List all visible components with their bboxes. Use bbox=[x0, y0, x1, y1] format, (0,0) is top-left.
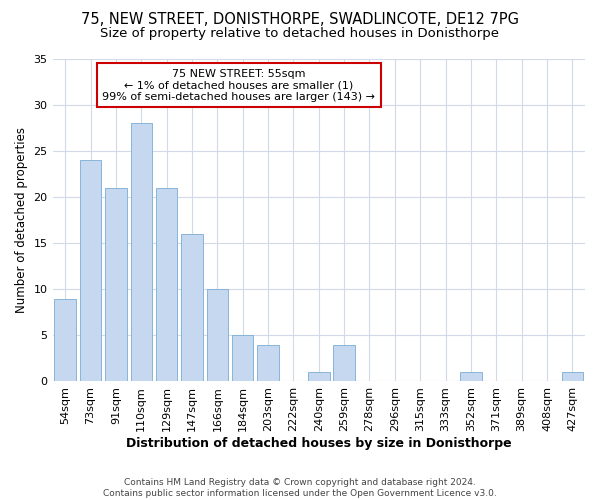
Bar bbox=[156, 188, 178, 382]
Bar bbox=[131, 124, 152, 382]
Y-axis label: Number of detached properties: Number of detached properties bbox=[15, 127, 28, 313]
Bar bbox=[80, 160, 101, 382]
Text: 75 NEW STREET: 55sqm
← 1% of detached houses are smaller (1)
99% of semi-detache: 75 NEW STREET: 55sqm ← 1% of detached ho… bbox=[103, 68, 376, 102]
Bar bbox=[232, 336, 253, 382]
Bar bbox=[181, 234, 203, 382]
Bar bbox=[206, 290, 228, 382]
Bar bbox=[334, 344, 355, 382]
Text: Size of property relative to detached houses in Donisthorpe: Size of property relative to detached ho… bbox=[101, 28, 499, 40]
Text: Contains HM Land Registry data © Crown copyright and database right 2024.
Contai: Contains HM Land Registry data © Crown c… bbox=[103, 478, 497, 498]
Bar bbox=[257, 344, 279, 382]
Bar bbox=[460, 372, 482, 382]
X-axis label: Distribution of detached houses by size in Donisthorpe: Distribution of detached houses by size … bbox=[126, 437, 512, 450]
Bar bbox=[308, 372, 329, 382]
Bar bbox=[105, 188, 127, 382]
Bar bbox=[55, 298, 76, 382]
Bar bbox=[562, 372, 583, 382]
Text: 75, NEW STREET, DONISTHORPE, SWADLINCOTE, DE12 7PG: 75, NEW STREET, DONISTHORPE, SWADLINCOTE… bbox=[81, 12, 519, 28]
